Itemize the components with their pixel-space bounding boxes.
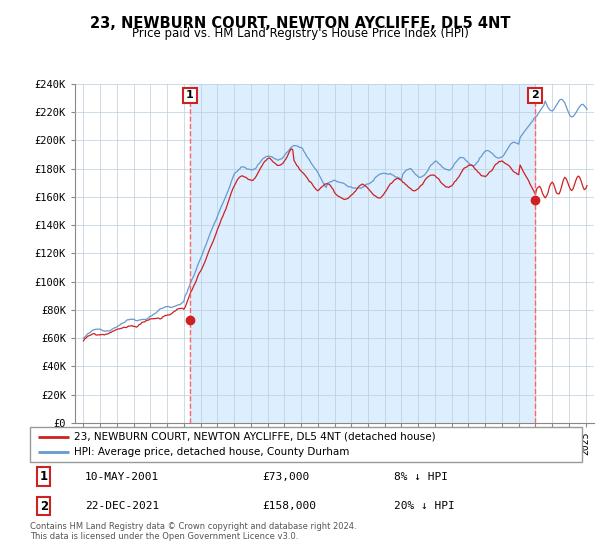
Text: Contains HM Land Registry data © Crown copyright and database right 2024.
This d: Contains HM Land Registry data © Crown c… — [30, 522, 356, 542]
Text: Price paid vs. HM Land Registry's House Price Index (HPI): Price paid vs. HM Land Registry's House … — [131, 27, 469, 40]
Text: £73,000: £73,000 — [262, 472, 309, 482]
Text: 1: 1 — [186, 90, 194, 100]
Text: £158,000: £158,000 — [262, 501, 316, 511]
Text: 2: 2 — [40, 500, 48, 513]
FancyBboxPatch shape — [30, 427, 582, 462]
Bar — [190, 84, 535, 423]
Text: 23, NEWBURN COURT, NEWTON AYCLIFFE, DL5 4NT (detached house): 23, NEWBURN COURT, NEWTON AYCLIFFE, DL5 … — [74, 432, 436, 442]
Text: 8% ↓ HPI: 8% ↓ HPI — [394, 472, 448, 482]
Text: 23, NEWBURN COURT, NEWTON AYCLIFFE, DL5 4NT: 23, NEWBURN COURT, NEWTON AYCLIFFE, DL5 … — [90, 16, 510, 31]
Text: HPI: Average price, detached house, County Durham: HPI: Average price, detached house, Coun… — [74, 447, 350, 458]
Text: 20% ↓ HPI: 20% ↓ HPI — [394, 501, 455, 511]
Text: 2: 2 — [531, 90, 539, 100]
Text: 10-MAY-2001: 10-MAY-2001 — [85, 472, 160, 482]
Text: 1: 1 — [40, 470, 48, 483]
Text: 22-DEC-2021: 22-DEC-2021 — [85, 501, 160, 511]
